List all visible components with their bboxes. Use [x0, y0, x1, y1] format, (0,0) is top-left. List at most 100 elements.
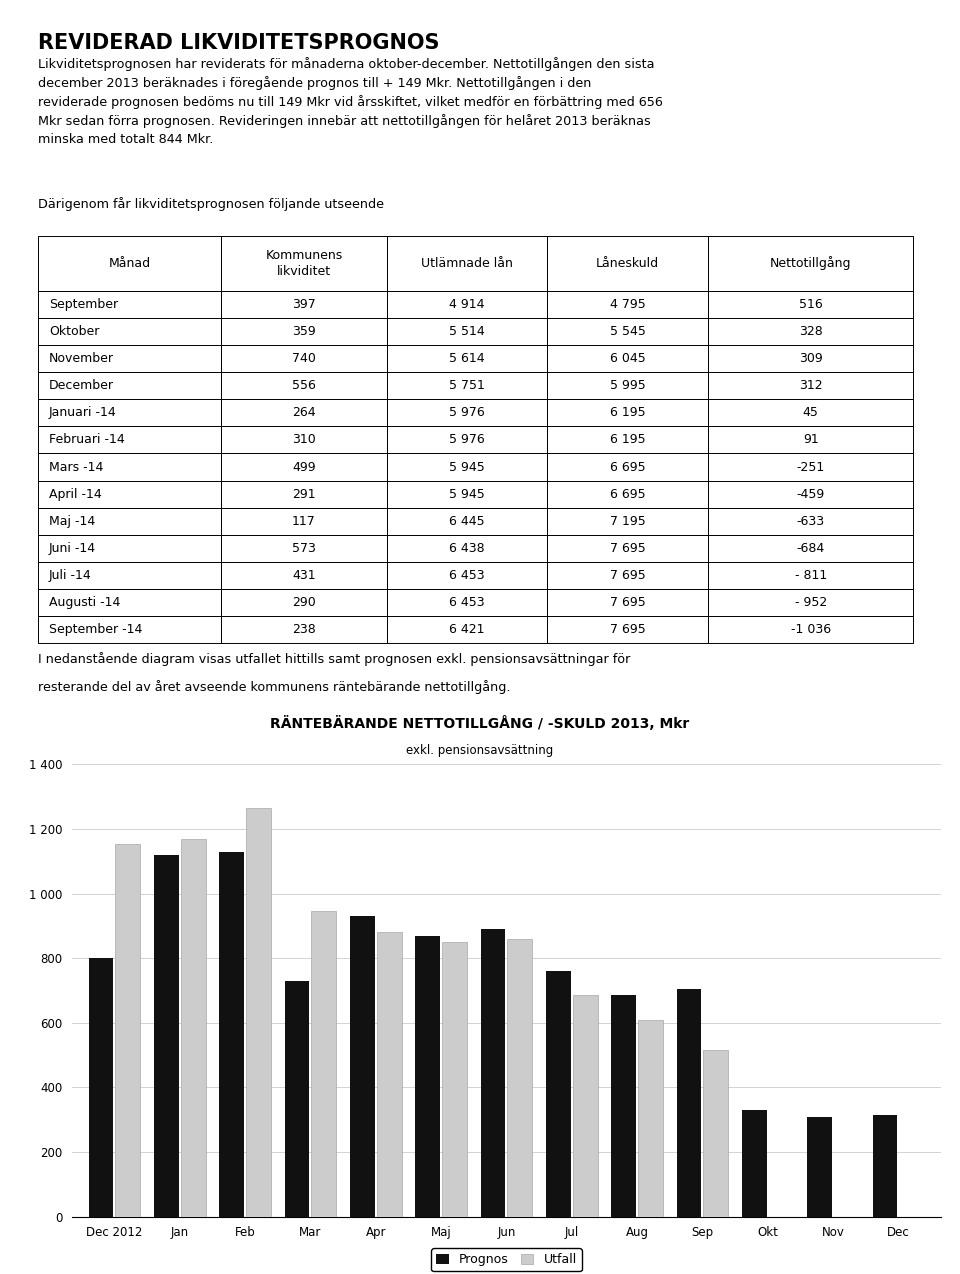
Text: -251: -251 [797, 460, 825, 474]
Bar [708, 589, 913, 617]
Bar [222, 399, 387, 427]
Bar [677, 989, 702, 1217]
Text: 556: 556 [292, 380, 316, 392]
Bar [387, 345, 547, 372]
Bar [376, 933, 401, 1217]
Bar [88, 958, 113, 1217]
Text: Februari -14: Februari -14 [49, 433, 125, 446]
Bar [708, 617, 913, 643]
Text: 5 751: 5 751 [449, 380, 485, 392]
Text: 45: 45 [803, 406, 819, 419]
Text: 5 945: 5 945 [449, 460, 485, 474]
Bar [246, 808, 271, 1217]
Bar [704, 1050, 729, 1217]
Bar [508, 939, 532, 1217]
Text: 7 695: 7 695 [610, 569, 645, 582]
Bar [38, 454, 222, 480]
Text: 431: 431 [292, 569, 316, 582]
Text: I nedanstående diagram visas utfallet hittills samt prognosen exkl. pensionsavsä: I nedanstående diagram visas utfallet hi… [38, 652, 631, 666]
Text: 7 695: 7 695 [610, 596, 645, 609]
Bar [547, 562, 708, 589]
Bar [547, 290, 708, 317]
Bar [442, 941, 467, 1217]
Bar [708, 480, 913, 508]
Bar [38, 535, 222, 562]
Bar [387, 372, 547, 399]
Bar [742, 1110, 767, 1217]
Bar [547, 454, 708, 480]
Text: 5 995: 5 995 [610, 380, 645, 392]
Text: Maj -14: Maj -14 [49, 515, 95, 527]
Bar [222, 589, 387, 617]
Bar [547, 236, 708, 290]
Bar [708, 562, 913, 589]
Text: 6 421: 6 421 [449, 623, 485, 636]
Text: 5 614: 5 614 [449, 352, 485, 366]
Text: 4 795: 4 795 [610, 298, 645, 311]
Text: 264: 264 [292, 406, 316, 419]
Text: 6 195: 6 195 [610, 406, 645, 419]
Text: -459: -459 [797, 488, 825, 501]
Text: -1 036: -1 036 [791, 623, 830, 636]
Text: Mars -14: Mars -14 [49, 460, 104, 474]
Text: Likviditetsprognosen har reviderats för månaderna oktober-december. Nettotillgån: Likviditetsprognosen har reviderats för … [38, 57, 663, 145]
Text: 573: 573 [292, 541, 316, 555]
Bar [612, 995, 636, 1217]
Text: 328: 328 [799, 325, 823, 338]
Bar [38, 399, 222, 427]
Bar [547, 372, 708, 399]
Text: 6 453: 6 453 [449, 596, 485, 609]
Text: September: September [49, 298, 118, 311]
Bar [222, 454, 387, 480]
Bar [222, 535, 387, 562]
Bar [573, 995, 597, 1217]
Text: 4 914: 4 914 [449, 298, 485, 311]
Text: Utlämnade lån: Utlämnade lån [421, 256, 513, 270]
Text: Låneskuld: Låneskuld [596, 256, 660, 270]
Text: Månad: Månad [108, 256, 151, 270]
Text: RÄNTEBÄRANDE NETTOTILLGÅNG / -SKULD 2013, Mkr: RÄNTEBÄRANDE NETTOTILLGÅNG / -SKULD 2013… [271, 716, 689, 731]
Text: 238: 238 [292, 623, 316, 636]
Bar [708, 372, 913, 399]
Text: 7 695: 7 695 [610, 623, 645, 636]
Bar [38, 236, 222, 290]
Bar [638, 1019, 662, 1217]
Text: 6 445: 6 445 [449, 515, 485, 527]
Bar [708, 454, 913, 480]
Bar [387, 236, 547, 290]
Bar [350, 916, 374, 1217]
Text: 6 438: 6 438 [449, 541, 485, 555]
Bar [547, 345, 708, 372]
Text: 291: 291 [292, 488, 316, 501]
Text: 740: 740 [292, 352, 316, 366]
Bar [387, 562, 547, 589]
Text: - 952: - 952 [795, 596, 827, 609]
Bar [481, 929, 505, 1217]
Bar [547, 617, 708, 643]
Bar [387, 290, 547, 317]
Text: 7 195: 7 195 [610, 515, 645, 527]
Text: 397: 397 [292, 298, 316, 311]
Legend: Prognos, Utfall: Prognos, Utfall [431, 1249, 582, 1271]
Text: Juli -14: Juli -14 [49, 569, 92, 582]
Bar [387, 508, 547, 535]
Text: 359: 359 [292, 325, 316, 338]
Text: Kommunens
likviditet: Kommunens likviditet [265, 248, 343, 278]
Text: 6 045: 6 045 [610, 352, 645, 366]
Text: Januari -14: Januari -14 [49, 406, 117, 419]
Text: 6 195: 6 195 [610, 433, 645, 446]
Bar [38, 290, 222, 317]
Bar [38, 317, 222, 345]
Bar [547, 317, 708, 345]
Bar [547, 480, 708, 508]
Text: 6 695: 6 695 [610, 460, 645, 474]
Bar [547, 399, 708, 427]
Text: 5 545: 5 545 [610, 325, 645, 338]
Bar [387, 317, 547, 345]
Text: resterande del av året avseende kommunens räntebärande nettotillgång.: resterande del av året avseende kommunen… [38, 680, 511, 694]
Bar [38, 508, 222, 535]
Text: 5 976: 5 976 [449, 406, 485, 419]
Text: 5 945: 5 945 [449, 488, 485, 501]
Bar [547, 535, 708, 562]
Bar [708, 290, 913, 317]
